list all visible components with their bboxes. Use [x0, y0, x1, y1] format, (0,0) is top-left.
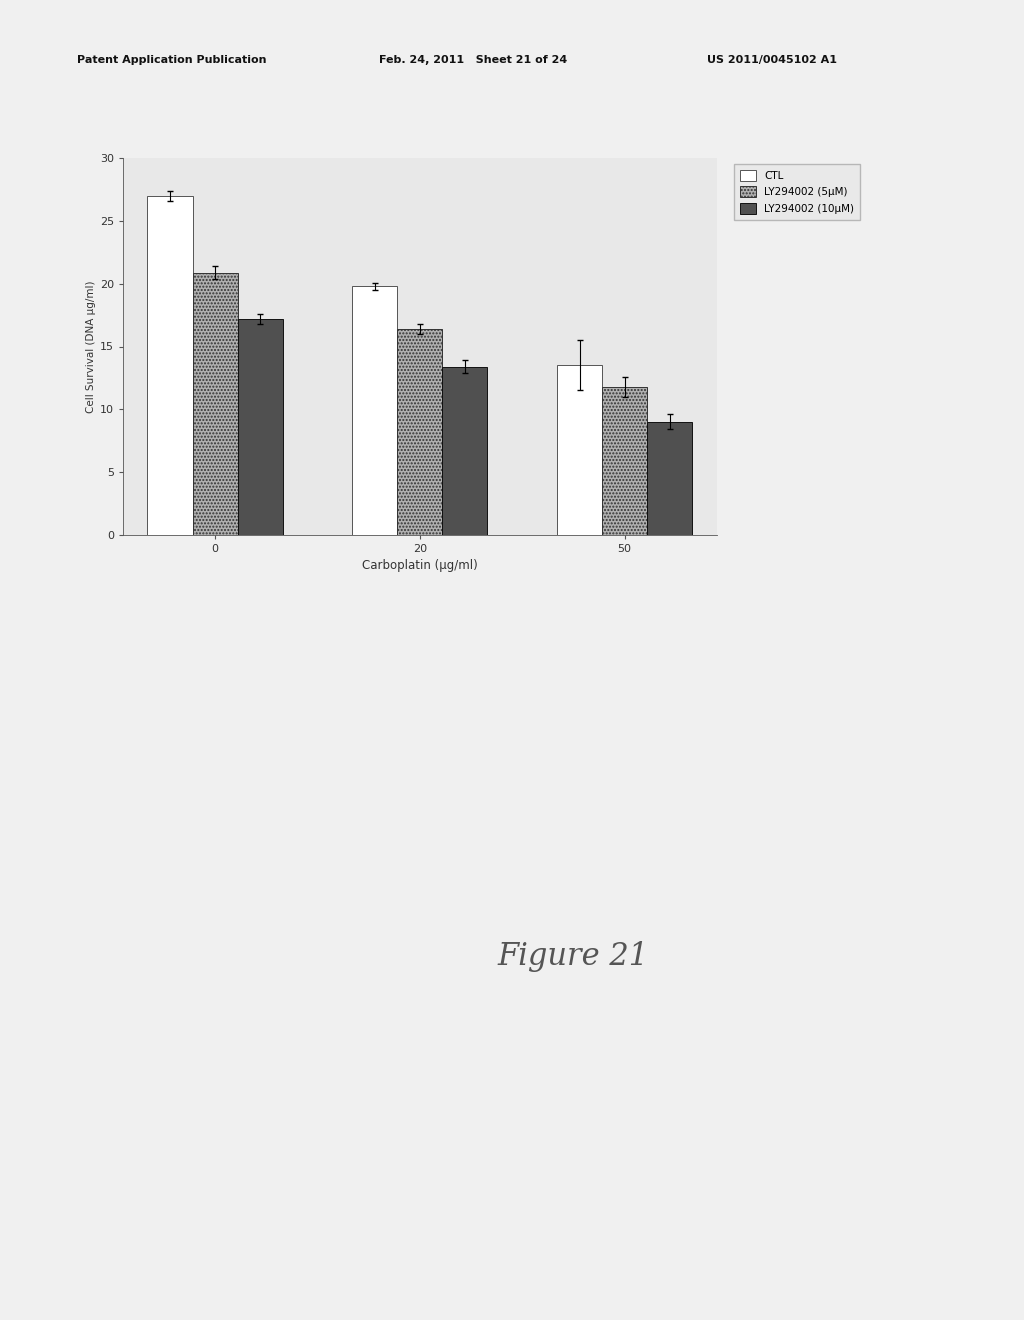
X-axis label: Carboplatin (μg/ml): Carboplatin (μg/ml)	[361, 560, 478, 572]
Bar	[442, 367, 487, 535]
Bar	[602, 387, 647, 535]
Text: Figure 21: Figure 21	[498, 941, 649, 973]
Text: US 2011/0045102 A1: US 2011/0045102 A1	[707, 55, 837, 66]
Y-axis label: Cell Survival (DNA μg/ml): Cell Survival (DNA μg/ml)	[86, 280, 95, 413]
Bar	[647, 422, 692, 535]
Bar	[238, 319, 283, 535]
Text: Patent Application Publication: Patent Application Publication	[77, 55, 266, 66]
Bar	[352, 286, 397, 535]
Bar	[147, 195, 193, 535]
Bar	[193, 272, 238, 535]
Bar	[557, 366, 602, 535]
Legend: CTL, LY294002 (5μM), LY294002 (10μM): CTL, LY294002 (5μM), LY294002 (10μM)	[734, 164, 860, 220]
Text: Feb. 24, 2011   Sheet 21 of 24: Feb. 24, 2011 Sheet 21 of 24	[379, 55, 567, 66]
Bar	[397, 329, 442, 535]
